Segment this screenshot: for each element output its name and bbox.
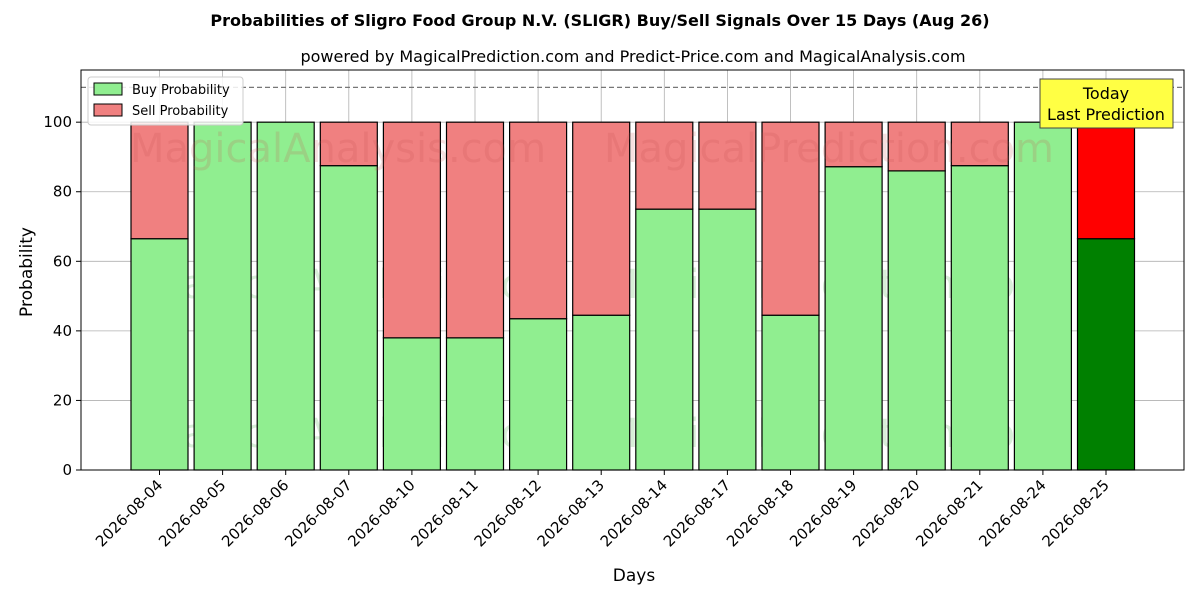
sell-bar: [887, 121, 946, 172]
today-annotation-line2: Last Prediction: [1047, 105, 1165, 124]
buy-bar: [382, 337, 441, 471]
today-annotation-box: [1039, 78, 1174, 129]
sell-bar: [319, 121, 378, 167]
buy-bar: [256, 121, 315, 471]
x-tick-label: 2026-08-18: [723, 476, 797, 550]
watermark-text: MagicalPrediction.com: [604, 126, 1054, 172]
legend-box: [87, 76, 244, 126]
x-tick-label: 2026-08-19: [786, 476, 860, 550]
legend-swatch-buy: [93, 82, 123, 96]
y-tick-label: 100: [43, 113, 72, 131]
y-tick-label: 40: [53, 322, 72, 340]
y-tick-label: 20: [53, 391, 72, 409]
sell-bar: [382, 121, 441, 339]
buy-bar: [761, 314, 820, 471]
x-tick-label: 2026-08-06: [218, 476, 292, 550]
buy-bar: [635, 208, 694, 471]
x-tick-label: 2026-08-11: [407, 476, 481, 550]
y-tick-label: 60: [53, 252, 72, 270]
x-tick-label: 2026-08-20: [849, 476, 923, 550]
buy-bar: [509, 318, 568, 471]
chart-title: Probabilities of Sligro Food Group N.V. …: [210, 11, 989, 30]
x-tick-label: 2026-08-25: [1038, 476, 1112, 550]
buy-bar: [824, 166, 883, 471]
x-tick-label: 2026-08-04: [92, 476, 166, 550]
sell-bar: [761, 121, 820, 316]
x-axis-label: Days: [613, 566, 656, 586]
buy-bar: [887, 170, 946, 471]
legend-swatch-sell: [93, 103, 123, 117]
x-tick-label: 2026-08-21: [912, 476, 986, 550]
x-tick-label: 2026-08-10: [344, 476, 418, 550]
sell-bar: [824, 121, 883, 168]
buy-bar: [698, 208, 757, 471]
x-tick-label: 2026-08-07: [281, 476, 355, 550]
chart-subtitle: powered by MagicalPrediction.com and Pre…: [300, 47, 965, 66]
sell-bar: [635, 121, 694, 210]
sell-bar: [572, 121, 631, 316]
plot-frame: [80, 69, 1185, 471]
x-tick-label: 2026-08-13: [534, 476, 608, 550]
sell-bar: [950, 121, 1009, 167]
buy-bar: [950, 165, 1009, 471]
x-tick-label: 2026-08-24: [975, 476, 1049, 550]
legend-label-sell: Sell Probability: [132, 104, 229, 119]
buy-bar: [1076, 238, 1136, 471]
x-tick-label: 2026-08-05: [155, 476, 229, 550]
buy-bar: [130, 238, 189, 471]
watermark-text: MagicalAnalysis.com: [130, 126, 546, 172]
buy-bar: [319, 165, 378, 471]
buy-bar: [1013, 121, 1073, 471]
buy-bar: [445, 337, 505, 471]
buy-bar: [193, 121, 252, 471]
sell-bar: [445, 121, 505, 339]
plot-area: MagicalAnalysis.comMagicalAnalysis.comMa…: [43, 69, 1185, 550]
buy-bar: [572, 314, 631, 471]
x-tick-label: 2026-08-17: [660, 476, 734, 550]
sell-bar: [698, 121, 757, 210]
y-tick-label: 0: [62, 461, 72, 479]
y-axis-label: Probability: [17, 227, 37, 317]
y-tick-label: 80: [53, 183, 72, 201]
today-annotation-line1: Today: [1082, 84, 1129, 103]
x-tick-label: 2026-08-12: [471, 476, 545, 550]
sell-bar: [1076, 121, 1136, 240]
x-tick-label: 2026-08-14: [597, 476, 671, 550]
today-annotation: Today Last Prediction: [1039, 78, 1174, 129]
legend-label-buy: Buy Probability: [132, 83, 230, 98]
sell-bar: [509, 121, 568, 320]
legend: Buy Probability Sell Probability: [87, 76, 244, 126]
